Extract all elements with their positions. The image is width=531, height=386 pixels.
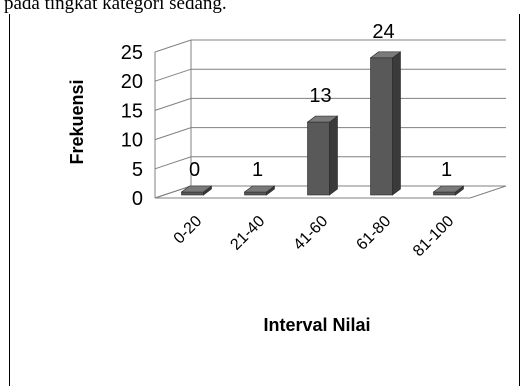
y-tick-label: 5 xyxy=(132,159,143,181)
bar-front xyxy=(433,191,456,196)
bar-front xyxy=(181,191,204,196)
x-tick-label: 21-40 xyxy=(227,213,268,254)
gridlines xyxy=(154,39,507,199)
x-tick-label: 41-60 xyxy=(290,213,331,254)
bar-front xyxy=(244,191,267,196)
bar-top xyxy=(306,115,339,123)
x-tick-label: 81-100 xyxy=(410,213,457,260)
x-axis-categories: 0-20 21-40 41-60 61-80 81-100 xyxy=(171,213,458,260)
bar-top xyxy=(243,185,276,193)
y-tick-label: 15 xyxy=(121,100,143,122)
y-axis-ticks: 0 5 10 15 20 25 xyxy=(121,42,143,210)
bar-front xyxy=(307,121,330,196)
y-tick-label: 0 xyxy=(132,188,143,210)
bar-top xyxy=(369,51,402,59)
data-label: 13 xyxy=(309,85,331,107)
data-label: 24 xyxy=(372,21,394,43)
y-tick-label: 20 xyxy=(121,71,143,93)
gridline xyxy=(154,39,506,53)
chart-frame xyxy=(9,14,520,386)
data-label: 0 xyxy=(189,159,200,181)
x-tick-label: 61-80 xyxy=(353,213,394,254)
bar-front xyxy=(370,57,393,196)
gridline xyxy=(154,127,506,141)
data-label: 1 xyxy=(441,159,452,181)
x-tick-label: 0-20 xyxy=(171,213,206,248)
y-tick-label: 10 xyxy=(121,130,143,152)
y-tick-label: 25 xyxy=(121,42,143,64)
bar-top xyxy=(432,185,465,193)
x-axis-title: Interval Nilai xyxy=(263,315,370,335)
gridline xyxy=(154,97,506,111)
data-label: 1 xyxy=(252,159,263,181)
data-labels: 0 1 13 24 1 xyxy=(189,21,452,181)
bar-side xyxy=(329,115,338,196)
bar-top xyxy=(180,185,213,193)
bar-side xyxy=(392,51,401,196)
gridline xyxy=(154,68,506,82)
y-axis-title: Frekuensi xyxy=(67,79,87,164)
page-text-fragment: pada tingkat kategori sedang. xyxy=(4,0,227,14)
bars xyxy=(180,51,465,196)
gridline xyxy=(154,156,506,170)
